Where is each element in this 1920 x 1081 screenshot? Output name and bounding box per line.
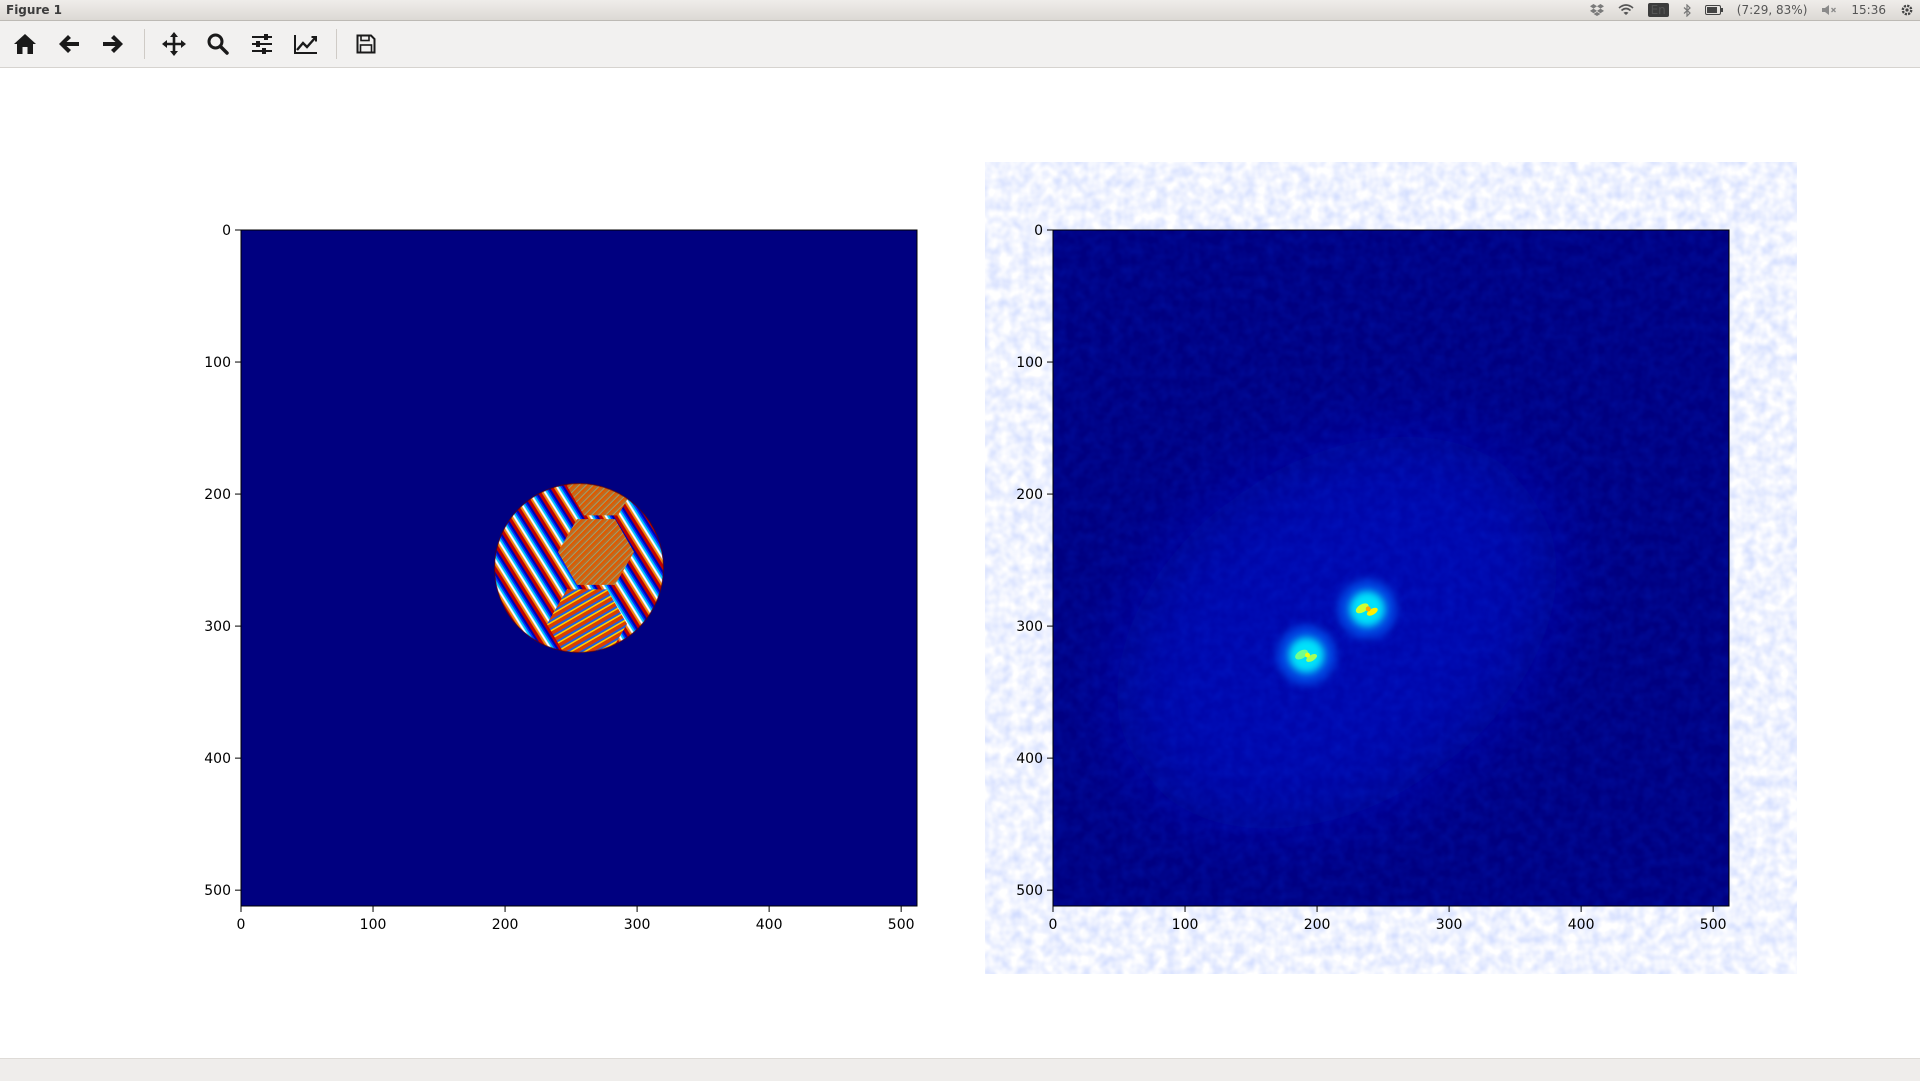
y-tick-label: 300 (204, 619, 231, 635)
peak-core (1305, 652, 1310, 658)
x-tick-label: 400 (756, 917, 783, 933)
speckle-noise (1053, 230, 1729, 906)
x-tick-label: 100 (360, 917, 387, 933)
system-tray: En (7:29, 83%) 15:36 (1589, 0, 1914, 20)
x-tick-label: 500 (1700, 917, 1727, 933)
keyboard-lang-icon[interactable]: En (1647, 3, 1669, 17)
clock[interactable]: 15:36 (1851, 3, 1886, 17)
battery-text: (7:29, 83%) (1736, 3, 1808, 17)
y-tick-label: 500 (204, 883, 231, 899)
magnifier-icon (207, 33, 229, 55)
edit-axes-button[interactable] (289, 27, 323, 61)
y-tick-label: 100 (204, 355, 231, 371)
subplot-2[interactable]: 0 100 200 300 400 500 0 100 200 300 400 500 (1016, 223, 1730, 933)
peak-core (1365, 606, 1371, 612)
home-icon (14, 34, 36, 54)
y-tick-label: 300 (1016, 619, 1043, 635)
x-tick-label: 300 (624, 917, 651, 933)
peak-fringe (1366, 607, 1378, 616)
peak-fringe (1355, 603, 1369, 614)
back-button[interactable] (52, 27, 86, 61)
peak-fringe (1306, 654, 1318, 662)
save-button[interactable] (349, 27, 383, 61)
pan-button[interactable] (157, 27, 191, 61)
sliders-icon (252, 34, 272, 54)
y-tick-label: 200 (1016, 487, 1043, 503)
dropbox-icon[interactable] (1589, 4, 1604, 16)
home-button[interactable] (8, 27, 42, 61)
settings-gear-icon[interactable] (1900, 3, 1914, 17)
configure-subplots-button[interactable] (245, 27, 279, 61)
floppy-disk-icon (356, 34, 376, 54)
toolbar-separator (336, 29, 337, 59)
y-tick-label: 200 (204, 487, 231, 503)
x-tick-label: 100 (1172, 917, 1199, 933)
y-tick-label: 0 (1034, 223, 1043, 239)
forward-button[interactable] (96, 27, 130, 61)
y-tick-label: 100 (1016, 355, 1043, 371)
hex-segment-center (558, 519, 634, 585)
figure-canvas[interactable]: 0 100 200 300 400 500 0 100 200 300 400 500 0 100 200 3… (0, 0, 1920, 1058)
move-icon (162, 32, 186, 56)
bluetooth-icon[interactable] (1683, 3, 1691, 17)
y-tick-label: 400 (1016, 751, 1043, 767)
arrow-right-icon (103, 35, 123, 53)
y-tick-label: 400 (204, 751, 231, 767)
aperture-edge (493, 482, 665, 654)
subplot-1[interactable]: 0 100 200 300 400 500 0 100 200 300 400 500 (204, 223, 918, 933)
x-tick-label: 200 (492, 917, 519, 933)
hex-segment-lower (547, 589, 627, 653)
peak-fringe (1295, 649, 1308, 660)
battery-icon[interactable] (1704, 5, 1723, 15)
intensity-peak (1337, 578, 1398, 639)
x-tick-label: 300 (1436, 917, 1463, 933)
axes-frame (1052, 229, 1730, 907)
x-tick-label: 0 (237, 917, 246, 933)
zoom-button[interactable] (201, 27, 235, 61)
intensity-peak (1276, 625, 1337, 686)
x-tick-label: 0 (1049, 917, 1058, 933)
status-bar (0, 1058, 1920, 1081)
plot-toolbar (0, 21, 1920, 68)
axes-frame (240, 229, 918, 907)
title-bar: Figure 1 En (7:29, 83%) 15:36 (0, 0, 1920, 21)
window-title: Figure 1 (6, 3, 63, 17)
arrow-left-icon (59, 35, 79, 53)
x-tick-label: 200 (1304, 917, 1331, 933)
toolbar-separator (144, 29, 145, 59)
volume-muted-icon[interactable] (1821, 4, 1837, 16)
line-chart-icon (294, 35, 317, 54)
y-tick-label: 0 (222, 223, 231, 239)
y-tick-label: 500 (1016, 883, 1043, 899)
x-tick-label: 400 (1568, 917, 1595, 933)
x-tick-label: 500 (888, 917, 915, 933)
wifi-icon[interactable] (1618, 4, 1634, 16)
aperture-disk (494, 483, 664, 653)
